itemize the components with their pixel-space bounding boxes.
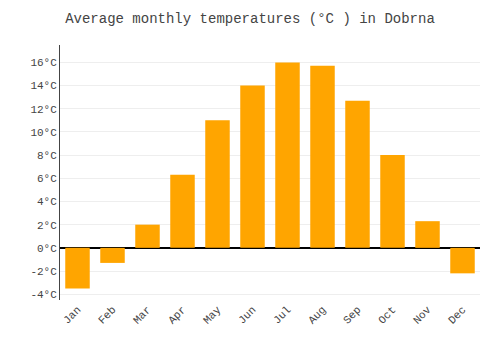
svg-text:Average monthly temperatures (: Average monthly temperatures (°C ) in Do… <box>65 11 435 27</box>
svg-text:Oct: Oct <box>376 304 398 326</box>
svg-text:12°C: 12°C <box>30 104 57 116</box>
svg-text:6°C: 6°C <box>37 173 57 185</box>
svg-text:0°C: 0°C <box>37 243 57 255</box>
svg-text:-4°C: -4°C <box>30 289 57 301</box>
svg-text:14°C: 14°C <box>30 80 57 92</box>
svg-text:Jun: Jun <box>236 304 258 326</box>
svg-text:Mar: Mar <box>131 304 153 326</box>
svg-text:Aug: Aug <box>306 304 328 326</box>
svg-text:8°C: 8°C <box>37 150 57 162</box>
svg-text:Apr: Apr <box>166 304 188 326</box>
svg-text:4°C: 4°C <box>37 196 57 208</box>
svg-text:May: May <box>201 304 224 327</box>
svg-text:Feb: Feb <box>96 304 118 326</box>
svg-text:16°C: 16°C <box>30 57 57 69</box>
svg-text:Jul: Jul <box>271 304 293 326</box>
svg-text:10°C: 10°C <box>30 127 57 139</box>
svg-text:2°C: 2°C <box>37 220 57 232</box>
svg-text:Sep: Sep <box>341 304 363 326</box>
svg-text:Dec: Dec <box>446 304 468 326</box>
svg-text:Nov: Nov <box>411 304 434 327</box>
svg-text:Jan: Jan <box>61 304 83 326</box>
svg-text:-2°C: -2°C <box>30 266 57 278</box>
